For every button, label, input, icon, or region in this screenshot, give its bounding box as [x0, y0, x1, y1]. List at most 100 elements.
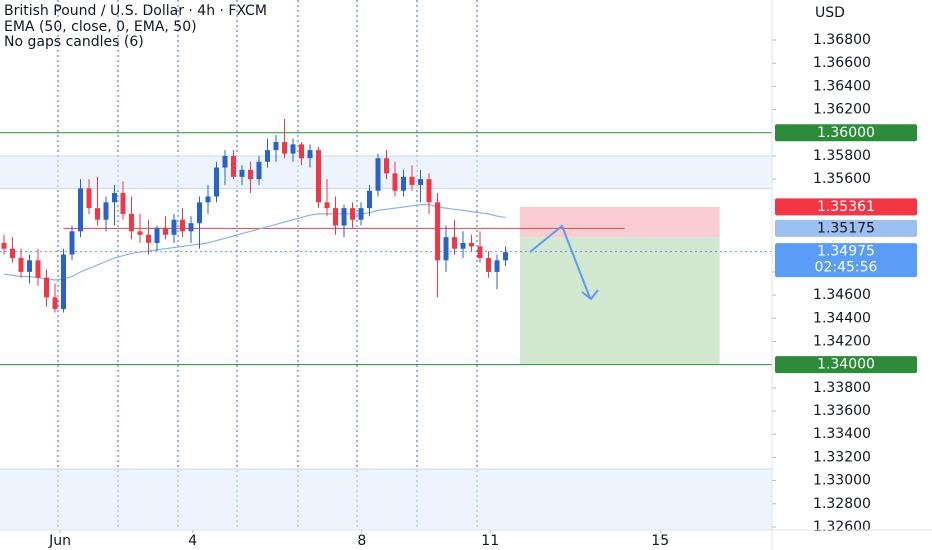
candle-body — [307, 150, 313, 159]
y-tick-label: 1.36800 — [813, 32, 871, 48]
price-label-box — [775, 356, 917, 374]
y-tick-label: 1.34400 — [813, 310, 871, 326]
y-tick-label: 1.33200 — [813, 449, 871, 465]
arrow-head — [581, 289, 599, 301]
currency-label: USD — [815, 5, 845, 21]
price-label: 1.36000 — [817, 125, 875, 141]
candle-body — [358, 208, 364, 220]
candle-body — [197, 202, 203, 224]
candle-body — [273, 142, 279, 151]
x-tick-label: Jun — [48, 533, 71, 549]
y-tick-label: 1.36600 — [813, 55, 871, 71]
candle-body — [239, 169, 245, 177]
candle-body — [469, 242, 475, 247]
y-tick-label: 1.35800 — [813, 148, 871, 164]
candle-body — [154, 227, 160, 243]
candle-body — [94, 208, 100, 220]
price-label: 1.35361 — [817, 199, 875, 215]
candle-body — [477, 246, 483, 258]
candle-body — [77, 188, 83, 232]
candle-body — [188, 223, 194, 232]
candle-body — [137, 231, 143, 235]
candle-body — [486, 257, 492, 272]
x-tick-label: 8 — [357, 533, 366, 549]
candle-body — [86, 188, 92, 209]
candle-body — [222, 155, 228, 168]
candle-body — [256, 161, 262, 180]
candle-body — [426, 179, 432, 203]
candle-body — [120, 193, 126, 214]
candle-body — [1, 242, 7, 249]
y-tick-label: 1.36200 — [813, 102, 871, 118]
candle-body — [409, 176, 415, 185]
candle-body — [60, 254, 66, 310]
candle-body — [231, 155, 237, 177]
candle-body — [69, 231, 75, 255]
y-tick-label: 1.32800 — [813, 496, 871, 512]
candle-body — [341, 208, 347, 226]
candle-body — [443, 237, 449, 261]
x-tick-label: 4 — [188, 533, 197, 549]
indicator-legend: EMA (50, close, 0, EMA, 50) — [4, 19, 197, 35]
price-label: 1.35175 — [817, 220, 875, 236]
x-tick-label: 15 — [651, 533, 669, 549]
candle-body — [435, 202, 441, 261]
candle-body — [375, 158, 381, 191]
candle-body — [392, 173, 398, 191]
candle-body — [316, 150, 322, 203]
candle-body — [299, 144, 305, 159]
candle-body — [180, 219, 186, 232]
candle-body — [129, 213, 135, 232]
candle-body — [214, 167, 220, 197]
candle-body — [248, 169, 254, 180]
y-tick-label: 1.36400 — [813, 78, 871, 94]
candle-body — [333, 208, 339, 226]
candle-body — [18, 257, 24, 272]
price-label-box — [775, 124, 917, 142]
plot: 1.36800 1.36600 1.36400 1.36200 1.35800 1.356… — [0, 32, 871, 549]
candle-body — [401, 176, 407, 191]
countdown: 02:45:56 — [815, 260, 878, 276]
candle-body — [205, 196, 211, 203]
price-label-box — [775, 243, 917, 278]
candle-body — [146, 234, 152, 243]
y-tick-label: 1.33600 — [813, 403, 871, 419]
target-zone — [519, 237, 720, 365]
candle-body — [418, 179, 424, 185]
candle-body — [9, 248, 15, 258]
arrow-drawing — [529, 224, 591, 299]
y-tick-label: 1.33000 — [813, 473, 871, 489]
candle-body — [171, 219, 177, 235]
candle-body — [163, 227, 169, 235]
y-tick-label: 1.33400 — [813, 426, 871, 442]
x-tick-label: 11 — [481, 533, 499, 549]
price-label: 1.34000 — [817, 357, 875, 373]
candle-body — [350, 208, 356, 220]
candle-body — [103, 202, 109, 220]
candle-body — [367, 190, 373, 209]
candle-body — [111, 193, 117, 203]
candle-body — [494, 260, 500, 272]
candle-body — [282, 142, 288, 154]
candle-body — [265, 150, 271, 162]
y-tick-label: 1.32600 — [813, 519, 871, 535]
candle-body — [384, 158, 390, 174]
price-label-box — [775, 219, 917, 237]
ema-line — [3, 204, 506, 281]
candle-body — [43, 277, 49, 298]
shaded-zone — [0, 469, 772, 530]
chart-title: British Pound / U.S. Dollar · 4h · FXCM — [4, 3, 267, 19]
stop-zone — [519, 206, 720, 238]
candle-body — [324, 202, 330, 209]
y-tick-label: 1.33800 — [813, 380, 871, 396]
session-lines — [57, 0, 478, 530]
y-tick-label: 1.34600 — [813, 287, 871, 303]
candle-body — [460, 242, 466, 249]
candle-body — [52, 297, 58, 310]
subtitle: No gaps candles (6) — [4, 34, 144, 50]
candle-body — [35, 260, 41, 278]
price-label: 1.34975 — [817, 244, 875, 260]
price-label-box — [775, 198, 917, 216]
candle-body — [26, 260, 32, 272]
